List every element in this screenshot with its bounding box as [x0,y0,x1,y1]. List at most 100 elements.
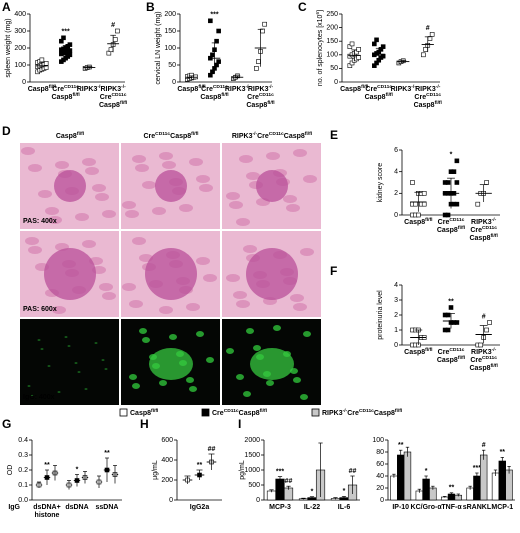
x-tick-label: RIPK3-/- [248,84,274,93]
tissue [196,175,210,183]
text-part: Casp8 [51,94,72,101]
row-label: PAS: 400x [23,218,57,225]
text-part: Casp8 [404,219,425,226]
data-point [475,201,481,207]
text-part: Casp8 [130,410,151,417]
tissue [226,274,240,282]
data-point [421,52,426,58]
superscript: fl/fl [458,355,466,361]
y-tick-label: 200 [161,477,173,484]
y-tick-label: 0 [380,497,384,504]
y-axis-label: pg/mL [239,460,246,480]
tissue [75,213,89,221]
tissue [38,190,52,198]
stain [236,374,244,380]
tissue [48,216,62,224]
superscript: -/- [411,84,416,90]
y-tick-label: 1500 [244,452,260,459]
y-tick-label: 0 [169,497,173,504]
stain [266,380,274,386]
significance: ## [349,468,357,475]
superscript: CD11c [426,92,441,98]
data-point [108,47,114,53]
x-tick-label: RIPK3-/- [471,347,497,356]
glomerulus [256,170,288,202]
micrograph [20,319,119,405]
data-point [484,180,489,185]
data-point [254,66,259,71]
x-tick-label: dsDNA+ [33,504,60,511]
data-point [374,37,379,43]
text-part: RIPK3 [225,86,246,93]
superscript: fl/fl [361,84,369,90]
tissue [293,149,307,157]
y-tick-label: 200 [326,24,338,31]
significance: ## [208,446,216,453]
text-part: Cre [414,94,426,101]
tissue [122,283,136,291]
tissue [233,291,247,299]
tissue [55,161,69,169]
data-point [454,180,460,185]
tissue [196,257,210,265]
data-point [445,327,451,333]
text-part: dsDNA+ [33,504,60,511]
tissue [226,192,240,200]
text-part: Cre [257,133,269,140]
y-tick-label: 600 [161,437,173,444]
text-part: RIPK3 [391,86,412,93]
x-tick-label: Casp8fl/fl [28,84,57,93]
x-tick-label: CreCD11c [470,225,497,234]
row-label: PAS: 600x [23,306,57,313]
significance: ## [285,478,293,485]
text-part: Cre [52,86,64,93]
data-point [454,201,460,207]
significance: * [425,468,428,475]
significance: * [311,489,314,496]
y-tick-label: 0 [22,79,26,86]
x-tick-label: CreCD11c [52,84,79,93]
data-point [445,312,451,318]
x-tick-label: Casp8fl/fl [404,347,433,356]
superscript: fl/fl [267,100,275,106]
tissue [229,201,243,209]
y-tick-label: 100 [326,52,338,59]
y-tick-label: 0.3 [18,452,28,459]
data-point [380,53,386,59]
text-part: RIPK3 [322,410,343,417]
data-point [356,47,361,52]
x-tick-label: Casp8fl/fl [469,363,498,372]
bar [491,472,500,501]
stain [64,336,68,338]
data-point [349,41,355,47]
panel-letter: C [298,0,307,14]
glomerulus [155,170,187,202]
x-tick-label: dsDNA [65,504,88,511]
superscript: fl/fl [491,363,499,369]
superscript: fl/fl [221,92,229,98]
text-part: RIPK3 [232,133,253,140]
superscript: fl/fl [435,100,443,106]
data-point [67,42,73,47]
y-tick-label: 250 [326,11,338,18]
tissue [203,274,217,282]
stain [27,385,31,387]
stain [246,328,254,334]
bar [397,454,405,501]
data-point [112,37,118,42]
superscript: fl/fl [386,92,394,98]
superscript: fl/fl [49,84,57,90]
stain [169,334,177,340]
superscript: CD11c [213,84,228,90]
x-axis-label: IgG [8,504,20,511]
stain [67,345,71,347]
y-tick-label: 500 [248,482,260,489]
text-part: RIPK3 [415,86,436,93]
stain [30,394,34,396]
text-part: Casp8 [170,133,191,140]
tissue [236,300,250,308]
superscript: fl/fl [491,233,499,239]
x-tick-label: IL-6 [338,504,351,511]
significance: # [482,313,486,320]
text-part: Cre [247,94,259,101]
